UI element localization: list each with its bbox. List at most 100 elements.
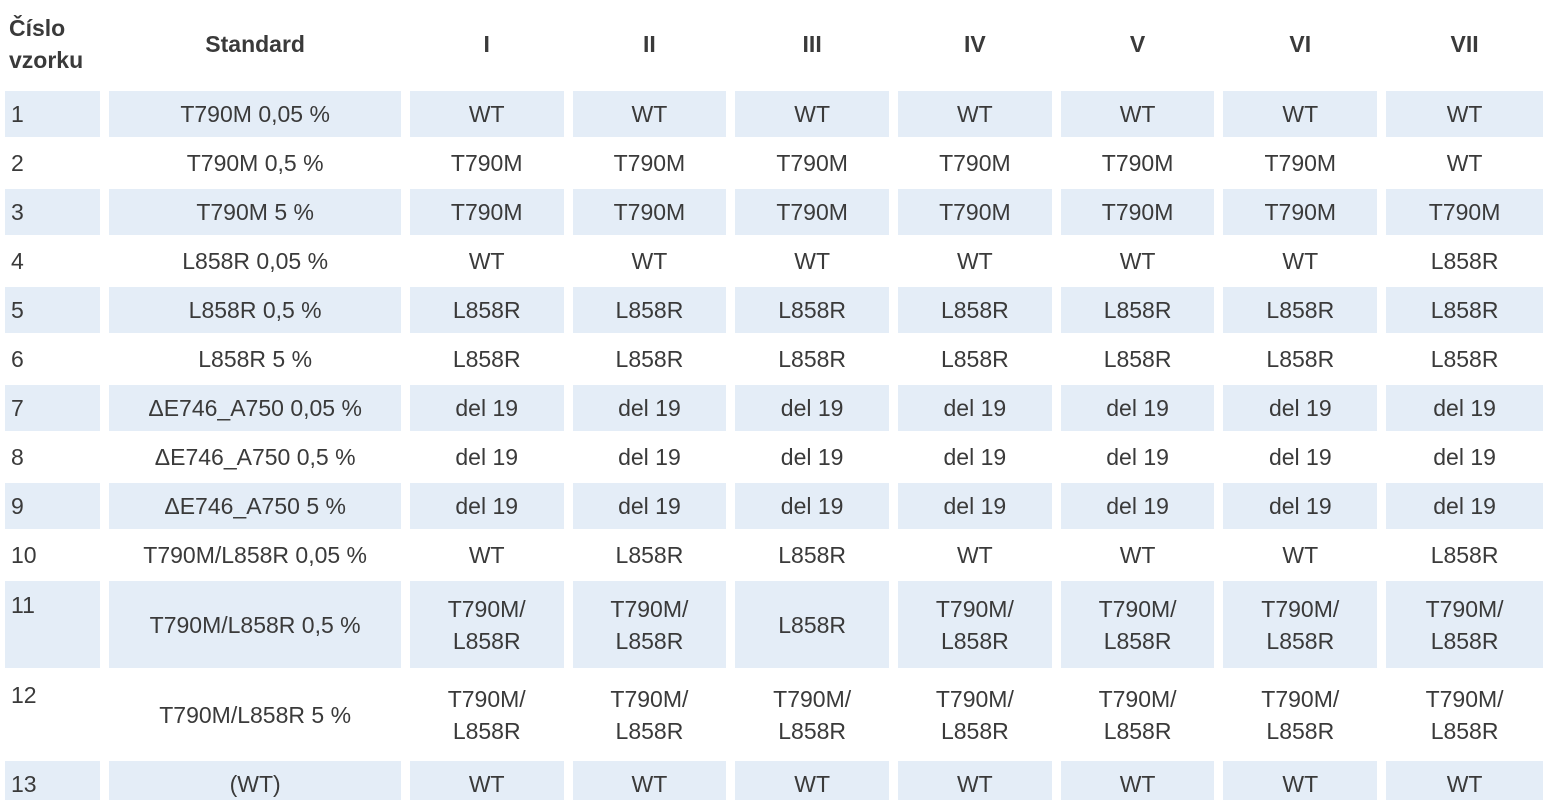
result-cell: WT [1386, 91, 1543, 137]
result-cell: L858R [940, 346, 1009, 372]
result-cell: del 19 [455, 444, 519, 470]
result-cell: WT [898, 761, 1052, 800]
result-cell: del 19 [572, 483, 727, 529]
result-cell: L858R [898, 287, 1052, 333]
standard-cell: T790M 0,05 % [109, 91, 401, 137]
result-cell: L858R [1430, 248, 1499, 274]
standard-cell: T790M 5 % [109, 189, 401, 235]
header-row: Číslo vzorku Standard I II III IV V VI VII [5, 0, 1543, 88]
header-cell: II [643, 31, 656, 57]
sample-number: 9 [5, 483, 101, 529]
result-cell: WT [409, 91, 564, 137]
result-cell: T790M/ L858R [1060, 581, 1215, 668]
header-cell: III [802, 31, 822, 57]
result-cell: T790M/ L858R [935, 685, 1014, 744]
sample-number: 11 [5, 581, 101, 668]
standard-cell: L858R 0,05 % [182, 248, 329, 274]
result-cell: del 19 [572, 385, 727, 431]
result-cell: del 19 [735, 385, 889, 431]
result-cell: L858R [1060, 287, 1215, 333]
sample-number: 7 [5, 385, 101, 431]
result-cell: del 19 [898, 385, 1052, 431]
header-cell: IV [963, 31, 986, 57]
sample-number: 8 [11, 444, 24, 470]
result-cell: T790M [1101, 150, 1174, 176]
table-row: 8 ΔE746_A750 0,5 % del 19 del 19 del 19 del 1… [5, 434, 1543, 480]
result-cell: WT [735, 761, 889, 800]
sample-number: 13 [5, 761, 101, 800]
result-cell: del 19 [1223, 483, 1378, 529]
result-cell: WT [468, 248, 505, 274]
result-cell: WT [1060, 91, 1215, 137]
header-cell: VI [1289, 31, 1312, 57]
result-cell: T790M/ L858R [898, 581, 1052, 668]
result-cell: del 19 [409, 385, 564, 431]
header-cell: Číslo vzorku [9, 15, 84, 73]
sample-number: 5 [5, 287, 101, 333]
result-cell: del 19 [618, 444, 681, 470]
standard-cell: ΔE746_A750 5 % [109, 483, 401, 529]
result-cell: T790M [409, 189, 564, 235]
table-row: 7 ΔE746_A750 0,05 % del 19 del 19 del 19 del … [5, 385, 1543, 431]
result-cell: del 19 [1223, 385, 1378, 431]
result-cell: T790M [1223, 189, 1378, 235]
result-cell: T790M [1264, 150, 1337, 176]
header-cell: VII [1450, 31, 1479, 57]
result-cell: T790M [1060, 189, 1215, 235]
result-cell: WT [1386, 761, 1543, 800]
sample-number: 6 [11, 346, 24, 372]
standard-cell: L858R 0,5 % [109, 287, 401, 333]
result-cell: del 19 [1268, 444, 1332, 470]
result-cell: L858R [615, 542, 684, 568]
result-cell: WT [468, 542, 505, 568]
result-cell: WT [956, 248, 993, 274]
result-cell: del 19 [409, 483, 564, 529]
result-cell: del 19 [1433, 444, 1496, 470]
result-cell: WT [572, 761, 727, 800]
table-row: 6 L858R 5 % L858R L858R L858R L858R L858R L858R… [5, 336, 1543, 382]
result-cell: del 19 [735, 483, 889, 529]
result-cell: T790M/ L858R [1098, 685, 1177, 744]
result-cell: WT [1060, 761, 1215, 800]
result-cell: T790M/ L858R [1386, 581, 1543, 668]
standard-cell: T790M 0,5 % [186, 150, 324, 176]
table-row: 5 L858R 0,5 % L858R L858R L858R L858R L858R L85… [5, 287, 1543, 333]
standard-cell: T790M/L858R 5 % [159, 701, 352, 728]
sample-number: 1 [5, 91, 101, 137]
result-cell: del 19 [1386, 483, 1543, 529]
result-cell: T790M/ L858R [610, 685, 689, 744]
table-row: 1 T790M 0,05 % WT WT WT WT WT WT WT [5, 91, 1543, 137]
result-cell: WT [1223, 761, 1378, 800]
result-cell: WT [956, 542, 993, 568]
standard-cell: T790M/L858R 0,5 % [109, 581, 401, 668]
result-cell: T790M [1386, 189, 1543, 235]
result-cell: T790M [776, 150, 848, 176]
result-cell: L858R [778, 346, 847, 372]
table-row: 4 L858R 0,05 % WT WT WT WT WT WT L858R [5, 238, 1543, 284]
result-cell: WT [1223, 91, 1378, 137]
header-cell: V [1129, 31, 1146, 57]
result-cell: T790M [613, 150, 686, 176]
result-cell: T790M [735, 189, 889, 235]
result-cell: del 19 [1060, 483, 1215, 529]
standard-cell: T790M/L858R 0,05 % [143, 542, 368, 568]
result-cell: L858R [1386, 287, 1543, 333]
result-cell: T790M/ L858R [447, 685, 526, 744]
result-cell: T790M [939, 150, 1011, 176]
table-row: 11 T790M/L858R 0,5 % T790M/ L858R T790M/ L8… [5, 581, 1543, 668]
standard-cell: ΔE746_A750 0,5 % [154, 444, 356, 470]
result-cell: WT [1119, 542, 1156, 568]
table-row: 12 T790M/L858R 5 % T790M/ L858R T790M/ L858… [5, 671, 1543, 758]
result-cell: WT [794, 248, 831, 274]
result-cell: L858R [1430, 346, 1499, 372]
result-cell: WT [1446, 150, 1483, 176]
table-row: 2 T790M 0,5 % T790M T790M T790M T790M T790M T79… [5, 140, 1543, 186]
result-cell: L858R [778, 542, 847, 568]
sample-number: 2 [11, 150, 24, 176]
table-row: 9 ΔE746_A750 5 % del 19 del 19 del 19 del 19 d… [5, 483, 1543, 529]
result-cell: L858R [1103, 346, 1172, 372]
result-cell: L858R [452, 346, 521, 372]
standard-cell: (WT) [109, 761, 401, 800]
